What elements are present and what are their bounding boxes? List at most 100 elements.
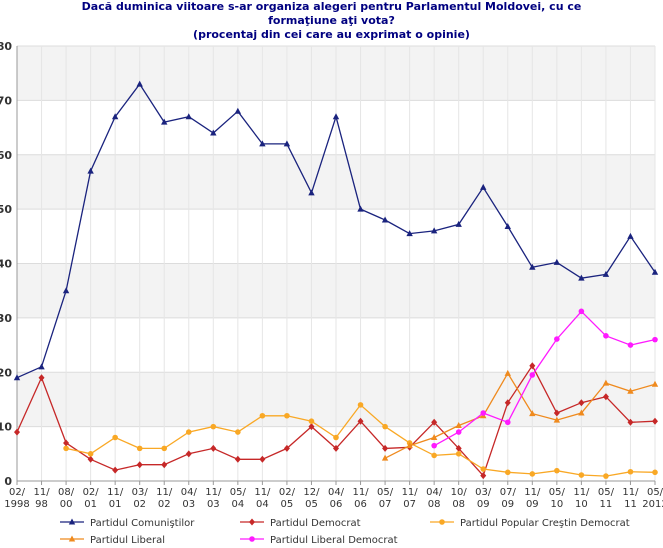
x-tick-label: 11/ — [352, 487, 369, 498]
series-3 — [63, 402, 658, 479]
x-tick-label: 10/ — [451, 487, 468, 498]
data-point — [529, 410, 536, 417]
data-point — [529, 362, 536, 370]
x-tick-label: 06 — [330, 499, 343, 510]
x-tick-label: 11/ — [524, 487, 541, 498]
data-point — [455, 220, 462, 227]
y-tick-label: 60 — [0, 149, 12, 162]
x-tick-label: 05/ — [598, 487, 615, 498]
legend-label: Partidul Liberal Democrat — [270, 535, 398, 546]
x-tick-label: 02/ — [9, 487, 26, 498]
data-point — [63, 445, 69, 452]
data-point — [87, 455, 94, 463]
series-5 — [431, 308, 658, 449]
x-tick-label: 08/ — [58, 487, 75, 498]
data-point — [652, 417, 658, 425]
data-point — [553, 258, 561, 265]
x-tick-label: 01 — [109, 499, 122, 510]
data-point — [308, 418, 315, 424]
data-point — [259, 140, 266, 147]
x-tick-label: 05 — [281, 499, 294, 510]
legend-item: Partidul Liberal — [60, 535, 165, 546]
x-tick-label: 06 — [354, 499, 367, 510]
x-tick-label: 03/ — [132, 487, 149, 498]
data-point — [455, 429, 462, 435]
x-tick-label: 02 — [158, 499, 171, 510]
y-tick-label: 0 — [4, 475, 12, 488]
y-tick-label: 10 — [0, 421, 12, 434]
data-point — [332, 113, 340, 120]
data-point — [529, 372, 536, 378]
x-tick-label: 11/ — [402, 487, 419, 498]
data-point — [578, 409, 585, 416]
data-point — [431, 452, 437, 459]
axes: 0102030405060708002/199811/9808/0002/011… — [0, 40, 663, 510]
data-point — [234, 107, 242, 114]
data-point — [87, 167, 94, 174]
x-tick-label: 03 — [207, 499, 220, 510]
x-tick-label: 04/ — [426, 487, 443, 498]
data-point — [234, 455, 241, 463]
data-point — [210, 444, 217, 452]
y-tick-label: 30 — [0, 312, 12, 325]
data-point — [406, 230, 413, 237]
data-point — [185, 429, 192, 435]
data-point — [333, 434, 339, 441]
data-point — [381, 216, 389, 223]
x-tick-label: 01 — [84, 499, 97, 510]
data-point — [430, 434, 438, 440]
legend-label: Partidul Democrat — [270, 518, 361, 529]
data-point — [357, 205, 364, 212]
x-tick-label: 1998 — [4, 499, 29, 510]
y-tick-label: 70 — [0, 94, 12, 107]
x-tick-label: 04/ — [328, 487, 345, 498]
legend-marker — [249, 518, 255, 526]
chart-title-line-1: Dacă duminica viitoare s-ar organiza ale… — [81, 0, 582, 13]
series-2 — [14, 362, 658, 480]
data-point — [455, 444, 462, 452]
y-tick-label: 20 — [0, 366, 12, 379]
data-point — [13, 374, 21, 381]
x-tick-label: 10 — [575, 499, 588, 510]
legend-item: Partidul Democrat — [240, 518, 361, 529]
data-point — [381, 454, 389, 461]
data-point — [235, 429, 241, 435]
data-point — [480, 410, 487, 416]
x-tick-label: 09 — [477, 499, 490, 510]
x-tick-label: 03/ — [475, 487, 492, 498]
legend-marker — [68, 535, 76, 542]
data-point — [259, 412, 266, 419]
chart-title-line-2: formaţiune aţi vota? — [268, 14, 395, 27]
legend-label: Partidul Comuniştilor — [90, 518, 195, 529]
legend: Partidul Comuniştilor Partidul Democrat Pa… — [60, 518, 630, 546]
data-point — [504, 469, 511, 476]
y-tick-label: 50 — [0, 203, 12, 216]
series-1 — [13, 80, 659, 381]
data-point — [455, 422, 462, 429]
x-tick-label: 05/ — [230, 487, 247, 498]
x-tick-label: 11/ — [156, 487, 173, 498]
data-point — [382, 423, 388, 430]
x-tick-label: 08 — [428, 499, 441, 510]
x-tick-label: 2012 — [642, 499, 663, 510]
data-point — [578, 274, 585, 281]
series-group — [13, 80, 659, 480]
x-tick-label: 11/ — [33, 487, 50, 498]
data-point — [652, 336, 658, 343]
data-point — [431, 418, 438, 426]
data-point — [578, 308, 585, 315]
data-point — [480, 183, 487, 190]
x-tick-label: 03 — [182, 499, 195, 510]
data-point — [480, 472, 487, 480]
x-tick-label: 11 — [624, 499, 637, 510]
data-point — [283, 444, 290, 452]
data-point — [504, 419, 511, 426]
data-point — [553, 409, 560, 417]
data-point — [627, 418, 634, 426]
x-tick-label: 05 — [305, 499, 318, 510]
data-point — [210, 129, 217, 136]
data-point — [627, 468, 634, 475]
x-tick-label: 11/ — [107, 487, 124, 498]
chart-title: Dacă duminica viitoare s-ar organiza ale… — [0, 0, 663, 42]
